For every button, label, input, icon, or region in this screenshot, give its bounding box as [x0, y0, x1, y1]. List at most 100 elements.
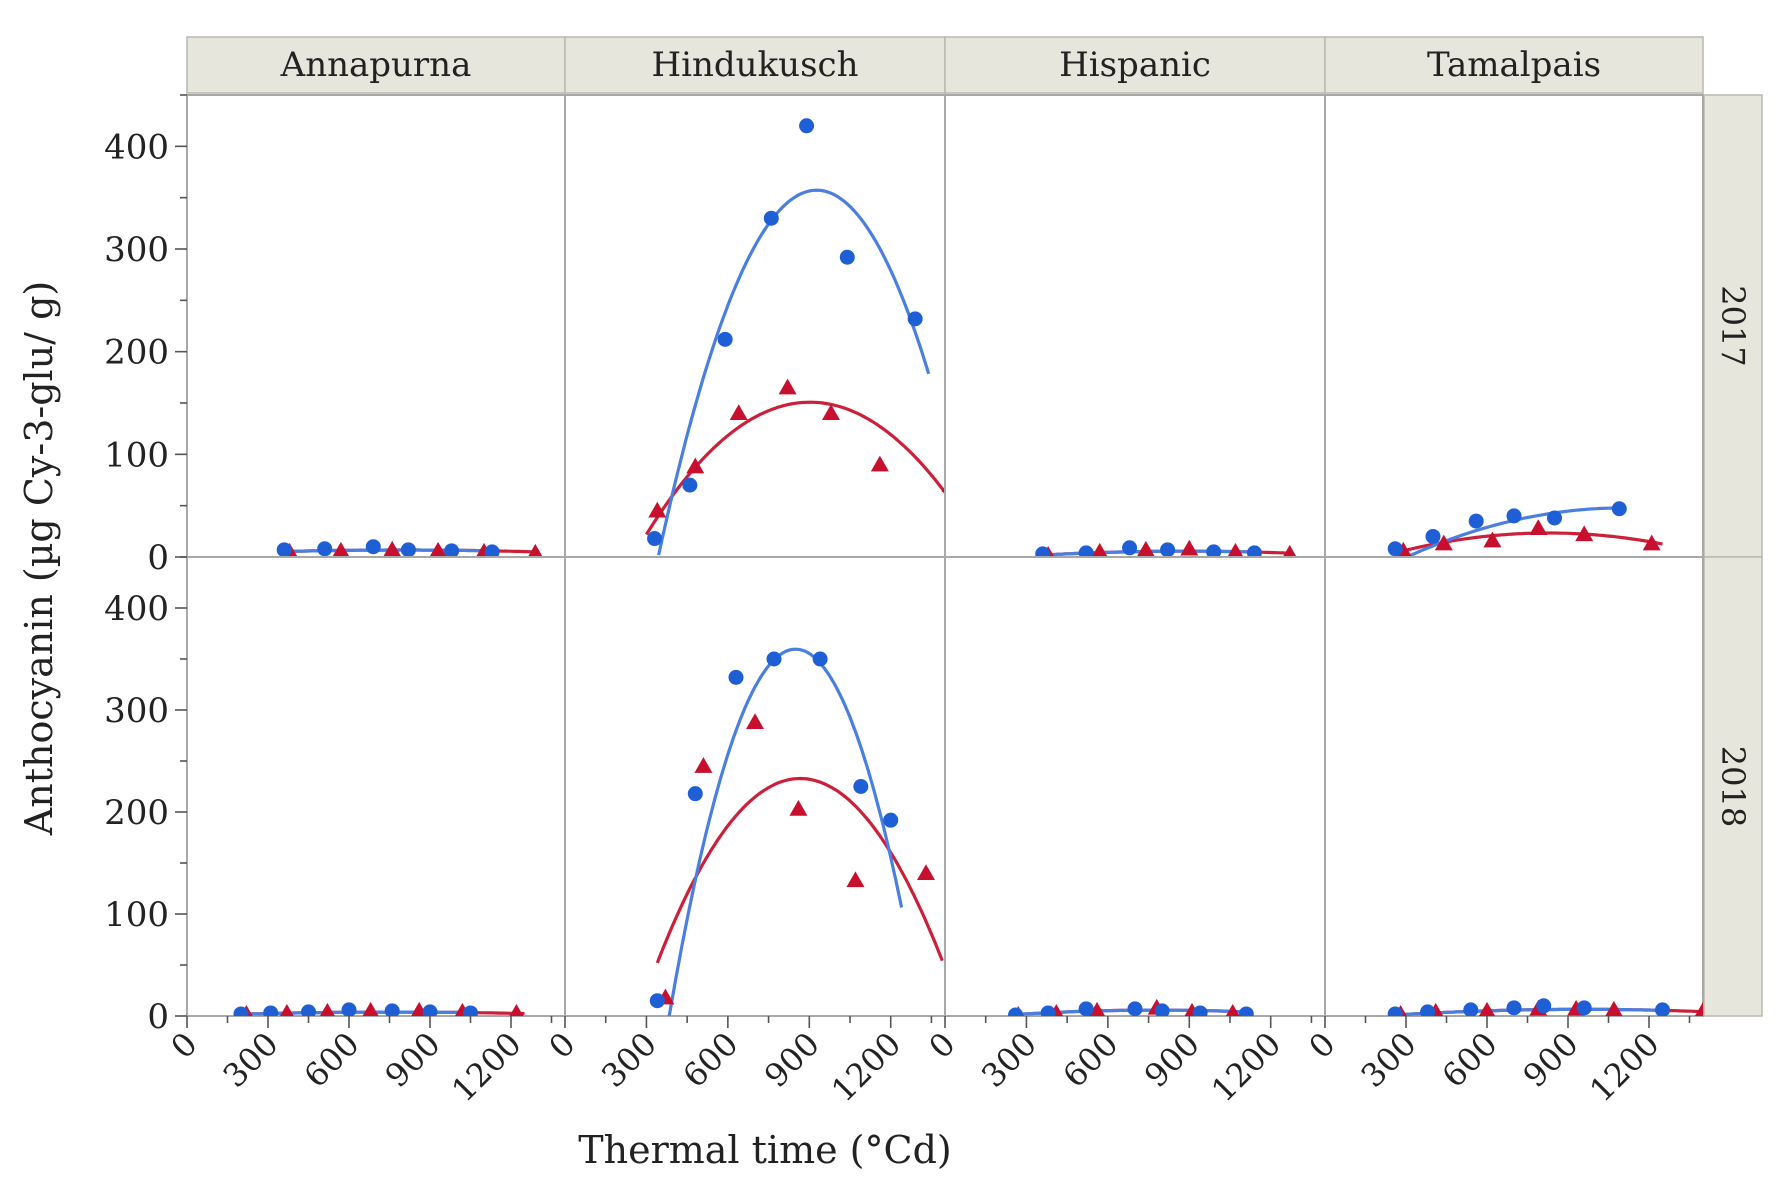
panel-content-annapurna-2017	[276, 539, 543, 557]
triangle-point-annapurna-2017-5	[527, 543, 543, 557]
circle-point-annapurna-2018-1	[263, 1005, 279, 1016]
panel-content-annapurna-2018	[233, 1001, 525, 1016]
panel-frame-hindukusch-2017	[564, 94, 946, 558]
circle-point-tamalpais-2018-3	[1506, 1000, 1522, 1016]
axis-titles: Thermal time (°Cd) Anthocyanin (µg Cy-3-…	[17, 281, 952, 1172]
circle-point-annapurna-2018-4	[384, 1003, 400, 1016]
circle-point-tamalpais-2017-4	[1547, 510, 1562, 526]
triangle-point-tamalpais-2018-2	[1478, 1001, 1496, 1016]
triangle-point-tamalpais-2017-5	[1642, 534, 1661, 551]
triangle-point-hindukusch-2018-4	[846, 871, 865, 888]
x-tick-label-tamalpais-300: 300	[1354, 1025, 1424, 1095]
panel-annapurna-2017	[186, 94, 566, 558]
x-tick-label-hindukusch-900: 900	[757, 1025, 827, 1095]
circle-point-hispanic-2018-3	[1127, 1001, 1143, 1016]
y-tick-label-2017-0: 0	[147, 538, 169, 578]
triangle-point-hindukusch-2018-2	[746, 713, 764, 729]
y-tick-label-2017-300: 300	[104, 230, 169, 270]
circle-point-hispanic-2018-6	[1238, 1006, 1254, 1016]
triangle-point-tamalpais-2017-4	[1575, 525, 1594, 542]
circle-point-hispanic-2018-5	[1192, 1005, 1208, 1016]
panel-frame-tamalpais-2018	[1324, 556, 1704, 1017]
triangle-point-hindukusch-2017-5	[870, 455, 889, 472]
y-tick-label-2017-100: 100	[104, 435, 169, 475]
triangle-point-tamalpais-2017-1	[1434, 534, 1453, 551]
circle-point-hispanic-2017-4	[1206, 544, 1222, 557]
panel-tamalpais-2018	[1324, 556, 1704, 1017]
panel-content-hispanic-2017	[1035, 539, 1297, 557]
triangle-point-tamalpais-2017-2	[1483, 531, 1502, 548]
panel-frame-hispanic-2017	[944, 94, 1326, 558]
panel-hispanic-2018	[944, 556, 1326, 1017]
circle-point-tamalpais-2018-1	[1420, 1004, 1436, 1016]
triangle-point-annapurna-2017-3	[429, 541, 447, 557]
circle-point-tamalpais-2017-5	[1611, 501, 1627, 517]
panel-frame-annapurna-2017	[186, 94, 566, 558]
circle-point-annapurna-2018-3	[341, 1002, 357, 1016]
circle-point-hindukusch-2017-5	[839, 249, 855, 265]
triangle-point-hindukusch-2017-0	[648, 501, 667, 518]
panel-content-tamalpais-2017	[1387, 501, 1663, 557]
panel-tamalpais-2017	[1324, 94, 1704, 558]
triangle-point-tamalpais-2018-6	[1694, 1001, 1703, 1016]
x-tick-label-hispanic-1200: 1200	[1204, 1025, 1288, 1109]
circle-point-hindukusch-2018-6	[883, 812, 899, 828]
y-tick-label-2018-200: 200	[104, 793, 169, 833]
row-strip-2018	[1703, 556, 1763, 1017]
x-tick-label-hispanic-900: 900	[1137, 1025, 1207, 1095]
panels	[186, 94, 1704, 1017]
x-tick-label-annapurna-0: 0	[163, 1025, 204, 1066]
circle-point-hispanic-2017-2	[1122, 540, 1138, 556]
circle-point-annapurna-2018-0	[233, 1006, 249, 1016]
triangle-point-annapurna-2018-3	[362, 1001, 379, 1016]
circle-point-tamalpais-2018-6	[1655, 1002, 1670, 1016]
triangle-point-hindukusch-2017-4	[822, 404, 840, 421]
circle-point-hispanic-2018-0	[1008, 1007, 1024, 1016]
circle-point-hindukusch-2017-1	[682, 477, 698, 493]
triangle-point-hindukusch-2018-3	[789, 799, 808, 816]
triangle-point-hispanic-2018-2	[1088, 1001, 1106, 1016]
column-label-tamalpais: Tamalpais	[1427, 45, 1601, 85]
strip-labels: Annapurna Hindukusch Hispanic Tamalpais 2017…	[186, 36, 1763, 1017]
panel-content-hindukusch-2017	[645, 118, 945, 556]
triangle-point-annapurna-2017-1	[332, 541, 350, 557]
y-tick-label-2018-400: 400	[104, 589, 169, 629]
x-tick-label-hindukusch-0: 0	[541, 1025, 582, 1066]
triangle-point-hindukusch-2017-3	[778, 378, 797, 395]
circle-point-tamalpais-2017-1	[1425, 528, 1441, 544]
circle-point-hindukusch-2017-6	[907, 311, 923, 327]
circle-point-hispanic-2018-1	[1040, 1005, 1056, 1016]
triangle-point-hindukusch-2017-2	[729, 404, 748, 421]
circle-point-annapurna-2017-4	[444, 543, 460, 557]
row-label-2017: 2017	[1714, 285, 1752, 366]
circle-point-tamalpais-2017-3	[1506, 508, 1522, 524]
triangle-point-hindukusch-2018-5	[917, 864, 935, 880]
panel-content-tamalpais-2018	[1387, 998, 1703, 1016]
panel-frame-hindukusch-2018	[564, 556, 946, 1017]
triangle-point-hispanic-2017-5	[1282, 544, 1297, 557]
panel-hindukusch-2018	[564, 556, 946, 1017]
triangle-point-hispanic-2018-5	[1225, 1003, 1240, 1016]
circle-point-hindukusch-2018-2	[728, 669, 744, 685]
triangle-point-tamalpais-2018-5	[1605, 1000, 1623, 1016]
x-tick-label-tamalpais-900: 900	[1516, 1025, 1586, 1095]
panel-frame-annapurna-2018	[186, 556, 566, 1017]
circle-point-hindukusch-2017-3	[763, 210, 779, 226]
column-label-hispanic: Hispanic	[1059, 45, 1211, 85]
circle-point-annapurna-2018-6	[463, 1005, 478, 1016]
circle-point-hispanic-2017-1	[1078, 545, 1094, 557]
x-tick-label-tamalpais-0: 0	[1301, 1025, 1342, 1066]
circle-point-tamalpais-2018-4	[1536, 998, 1552, 1014]
fit-curve-circle-tamalpais-2017	[1403, 506, 1622, 557]
triangle-point-hispanic-2017-1	[1091, 542, 1108, 557]
panel-hispanic-2017	[944, 94, 1326, 558]
circle-point-tamalpais-2018-0	[1387, 1006, 1403, 1016]
x-tick-label-hindukusch-1200: 1200	[824, 1025, 908, 1109]
triangle-point-annapurna-2017-2	[383, 540, 402, 557]
panel-content-hindukusch-2018	[649, 647, 944, 1016]
y-tick-label-2017-200: 200	[104, 333, 169, 373]
triangle-point-tamalpais-2017-3	[1529, 519, 1548, 536]
circle-point-hispanic-2017-0	[1035, 546, 1051, 557]
x-tick-label-tamalpais-1200: 1200	[1582, 1025, 1666, 1109]
